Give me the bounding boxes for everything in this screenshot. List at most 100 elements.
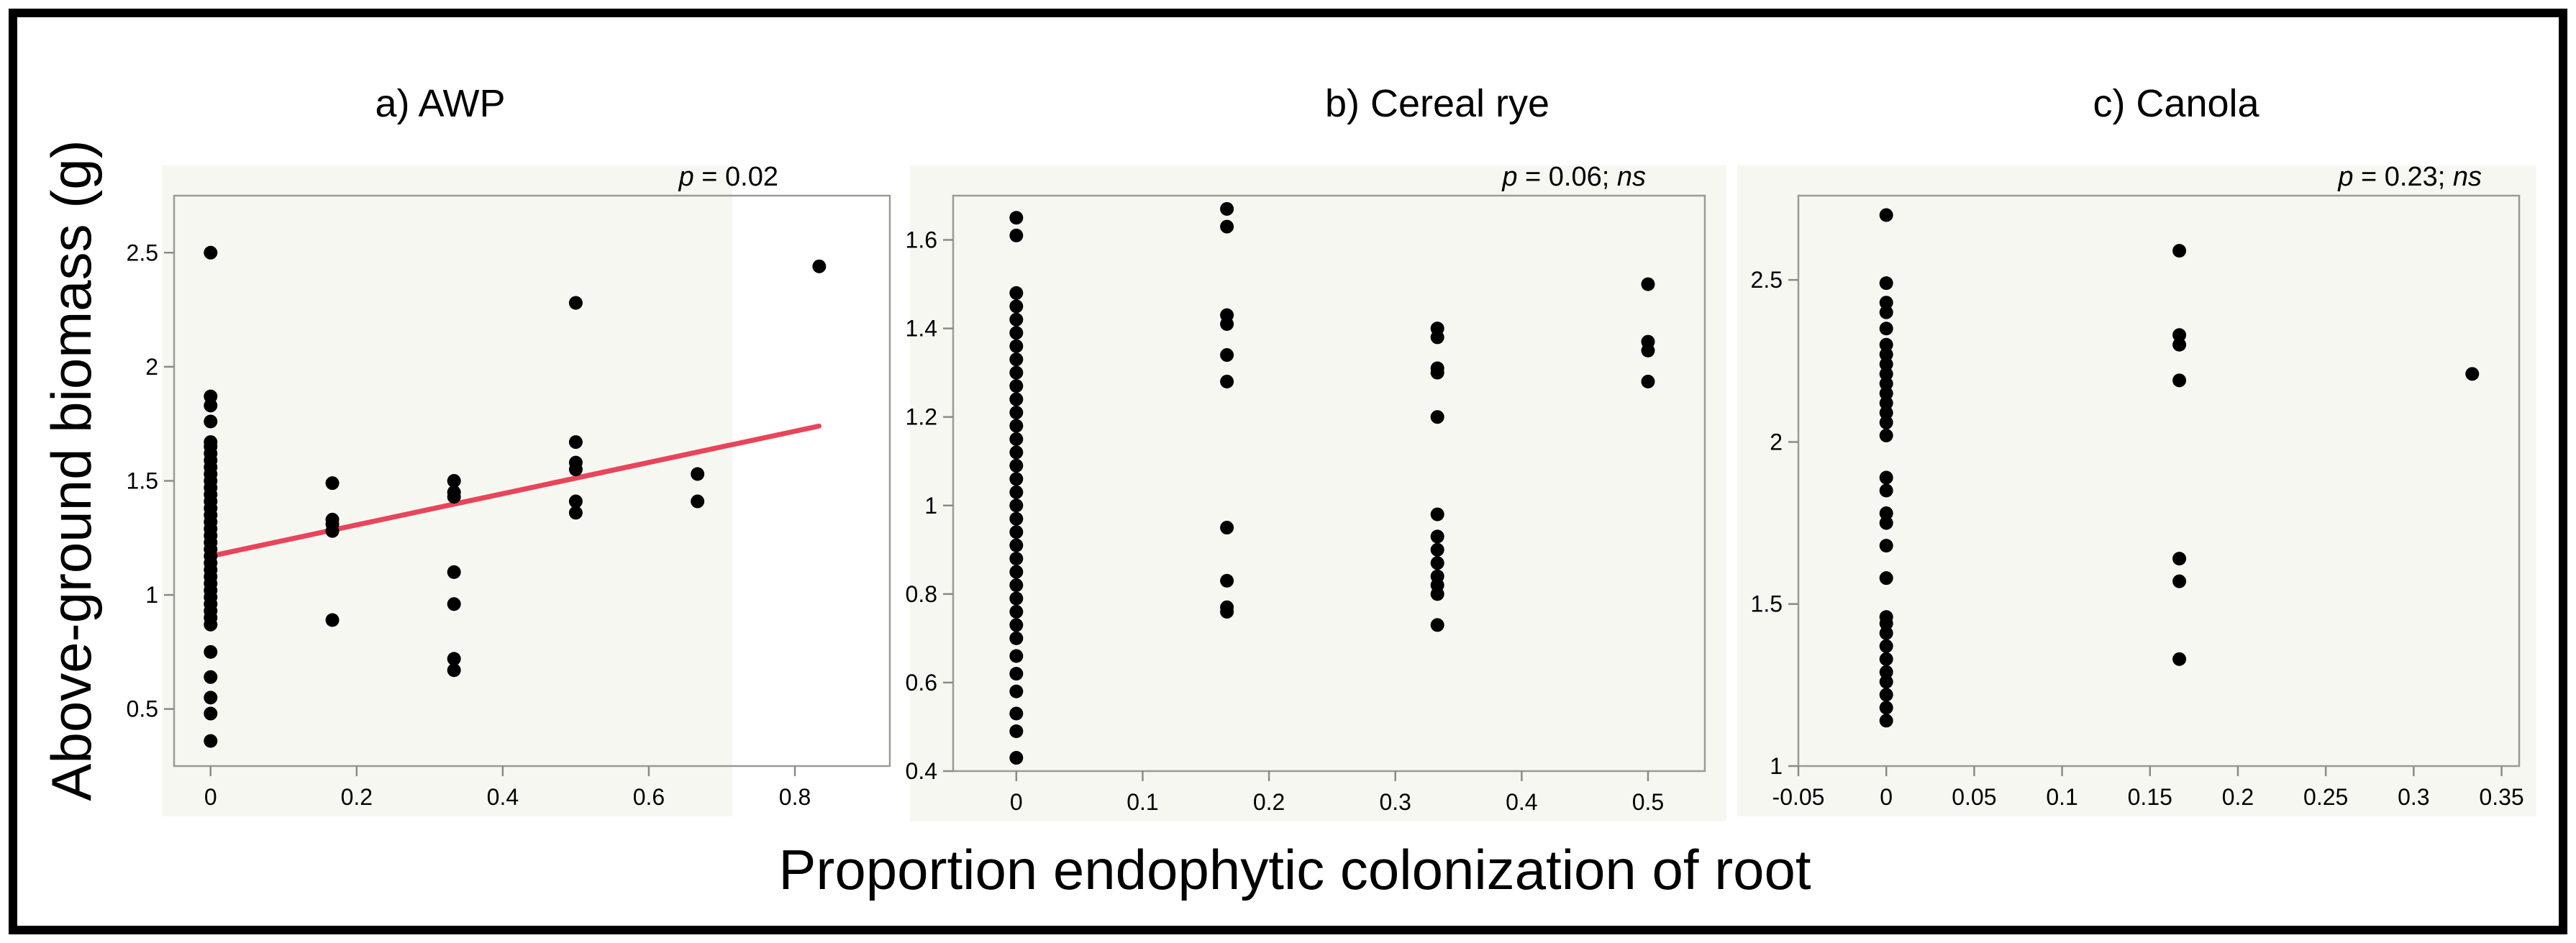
x-tick-label: 0.5 <box>1632 789 1664 815</box>
data-point <box>1879 428 1893 442</box>
data-point <box>1009 419 1024 433</box>
plot-frame <box>1797 194 2521 767</box>
data-point <box>2172 552 2187 566</box>
plot-frame <box>952 194 1706 773</box>
y-tick-label: 0.6 <box>906 670 937 696</box>
data-point <box>1879 701 1893 715</box>
data-point <box>2172 574 2187 588</box>
data-point <box>568 435 583 450</box>
data-point <box>1009 667 1024 681</box>
data-point <box>1879 470 1893 485</box>
x-tick-label: 0.1 <box>2046 784 2077 810</box>
y-tick-label: 2 <box>1770 429 1783 455</box>
data-point <box>1009 552 1024 566</box>
data-point <box>1009 211 1024 225</box>
data-point <box>1879 376 1893 391</box>
data-point <box>204 617 218 632</box>
panel-0: a) AWP p = 0.02 0.5 1 1.5 2 2.5 0 0.2 0.4 0.6 0.8 <box>127 82 891 816</box>
y-tick-label: 1 <box>1770 753 1783 779</box>
x-tick-label: -0.05 <box>1772 784 1825 810</box>
data-point <box>1879 652 1893 666</box>
data-point <box>1879 483 1893 498</box>
data-point <box>1879 516 1893 530</box>
data-point <box>1879 571 1893 586</box>
panel-2: c) Canola p = 0.23; ns 1 1.5 2 2.5 -0.05 0 0.05 0… <box>1737 82 2536 816</box>
data-point <box>1009 565 1024 579</box>
data-point <box>1430 330 1444 345</box>
data-point <box>1220 604 1234 619</box>
data-point <box>1430 529 1444 544</box>
panel-title: b) Cereal rye <box>1325 82 1549 125</box>
data-point <box>1220 374 1234 388</box>
figure-border <box>9 9 2567 934</box>
data-point <box>1009 724 1024 739</box>
panel-1: b) Cereal rye p = 0.06; ns 0.4 0.6 0.8 1 1.2 1.… <box>906 82 1726 821</box>
panel-background <box>1737 165 2536 816</box>
data-point <box>691 494 705 509</box>
data-point <box>1220 573 1234 588</box>
data-point <box>1009 406 1024 420</box>
data-point <box>1641 343 1655 357</box>
x-tick-label: 0 <box>1010 789 1023 815</box>
data-point <box>1009 326 1024 340</box>
data-point <box>1009 578 1024 593</box>
panel-background <box>162 165 732 816</box>
data-point <box>204 691 218 705</box>
panel-title: c) Canola <box>2093 82 2259 125</box>
data-point <box>325 524 340 538</box>
data-point <box>1220 219 1234 234</box>
y-tick-label: 0.5 <box>127 696 158 722</box>
data-point <box>1879 357 1893 371</box>
data-point <box>1879 322 1893 336</box>
data-point <box>1879 367 1893 381</box>
data-point <box>1879 406 1893 420</box>
data-point <box>1879 616 1893 631</box>
data-point <box>1220 521 1234 535</box>
data-point <box>568 494 583 509</box>
data-point <box>1879 305 1893 319</box>
x-tick-label: 0 <box>204 784 217 810</box>
y-tick-label: 1 <box>924 493 937 519</box>
data-point <box>447 663 461 678</box>
data-point <box>1009 228 1024 242</box>
data-point <box>325 613 340 627</box>
x-tick-label: 0.4 <box>1506 789 1537 815</box>
p-value-label: p = 0.06; ns <box>1501 162 1646 192</box>
data-point <box>1879 626 1893 640</box>
x-tick-label: 0.4 <box>487 784 519 810</box>
y-tick-label: 1.4 <box>906 316 937 342</box>
x-tick-label: 0.2 <box>1253 789 1285 815</box>
x-tick-label: 0.2 <box>2222 784 2254 810</box>
data-point <box>1430 365 1444 380</box>
data-point <box>2172 328 2187 342</box>
data-point <box>1220 348 1234 363</box>
data-point <box>447 652 461 666</box>
data-point <box>1009 365 1024 380</box>
data-point <box>1009 352 1024 367</box>
data-point <box>204 414 218 429</box>
data-point <box>1009 432 1024 446</box>
panel-title: a) AWP <box>375 82 505 125</box>
data-point <box>1009 631 1024 645</box>
data-point <box>1009 591 1024 606</box>
data-point <box>2172 244 2187 258</box>
data-point <box>1879 347 1893 362</box>
x-tick-label: 0.2 <box>341 784 373 810</box>
data-point <box>1220 201 1234 216</box>
x-tick-label: 0.15 <box>2128 784 2172 810</box>
regression-line <box>208 423 822 559</box>
data-point <box>568 296 583 310</box>
data-point <box>1879 415 1893 429</box>
data-point <box>1879 337 1893 352</box>
y-tick-label: 2 <box>145 354 158 380</box>
data-point <box>447 474 461 488</box>
data-point <box>204 706 218 721</box>
data-point <box>1009 312 1024 327</box>
y-tick-label: 1.2 <box>906 404 937 430</box>
data-point <box>1009 684 1024 698</box>
x-tick-label: 0.05 <box>1952 784 1996 810</box>
data-point <box>204 644 218 659</box>
data-point <box>1009 458 1024 473</box>
data-point <box>1641 277 1655 291</box>
